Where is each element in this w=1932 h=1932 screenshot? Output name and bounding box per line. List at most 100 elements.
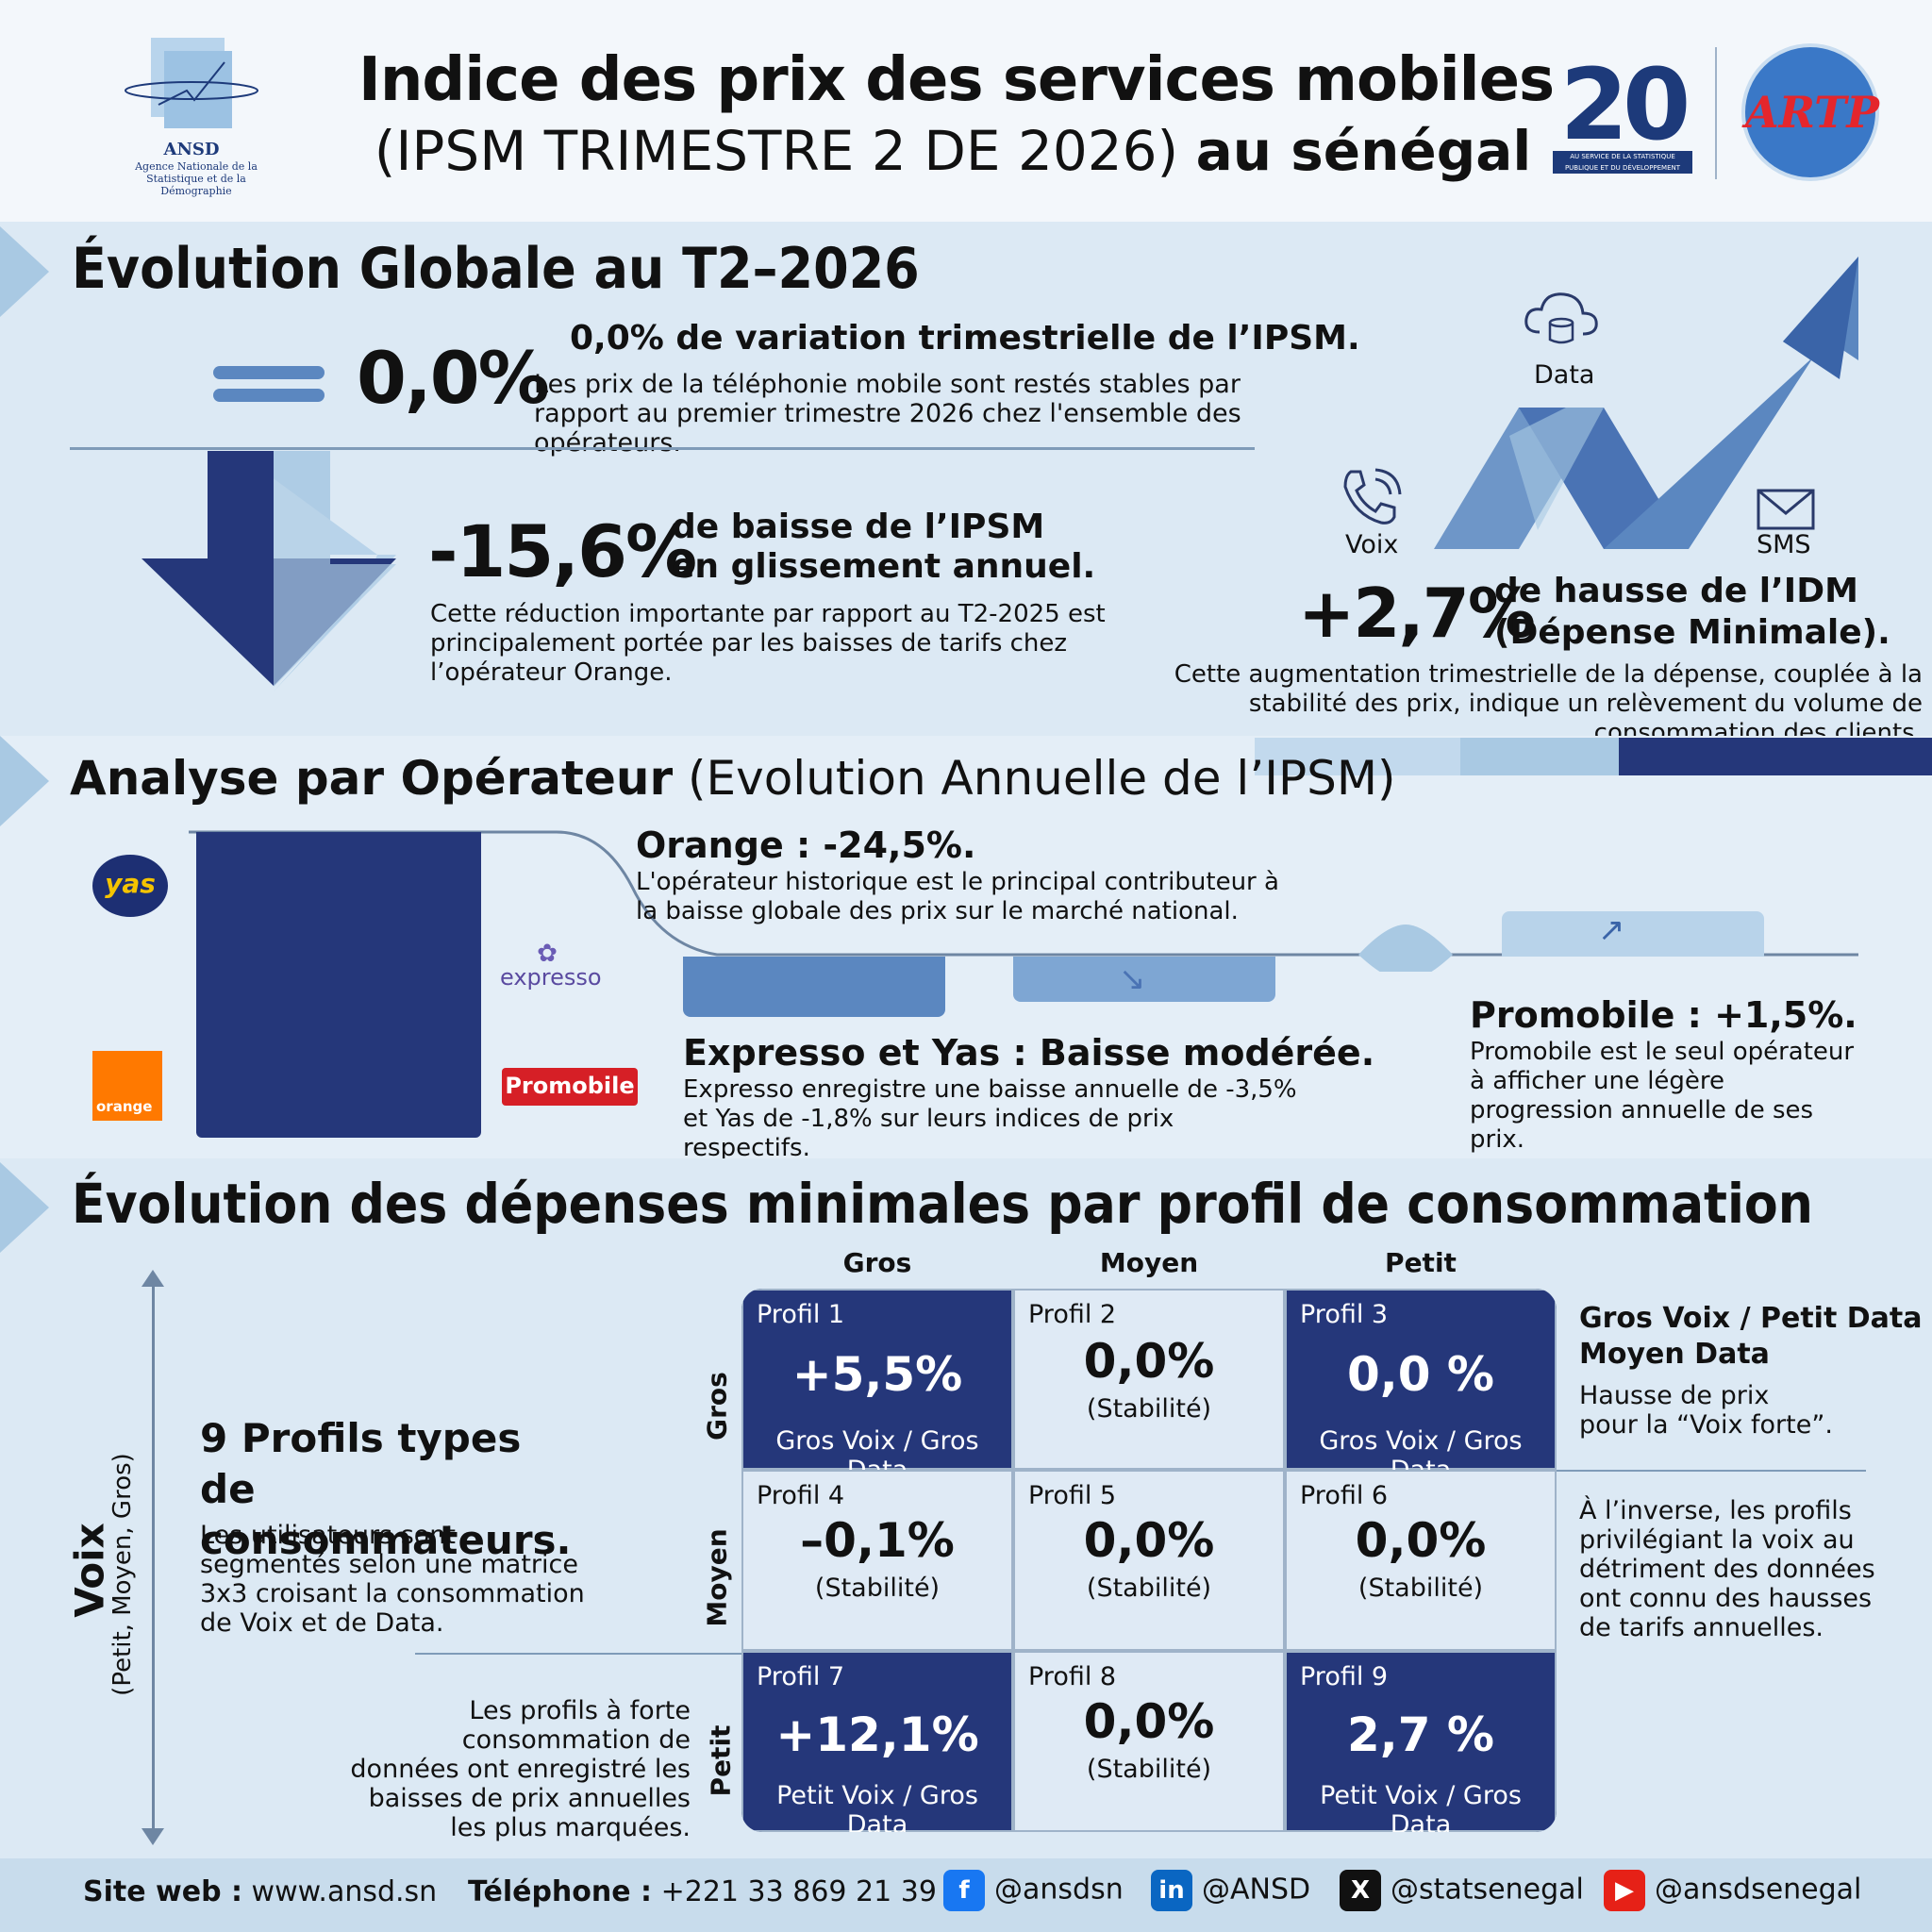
section-marker-icon [0,736,49,826]
footer-linkedin-handle: @ANSD [1202,1873,1311,1907]
voix-axis-label: Voix [66,1523,113,1618]
operators-flow-line [189,830,1858,972]
lotus-icon: ✿ [537,940,558,968]
footer-phone[interactable]: Téléphone : +221 33 869 21 39 [468,1875,937,1908]
profile-value: 0,0% [1355,1513,1487,1568]
cloud-database-icon [1524,292,1598,344]
profile-value: +12,1% [775,1707,979,1762]
section-marker-icon [0,226,49,317]
artp-logo-text: ARTP [1745,87,1879,138]
footer-youtube-handle: @ansdsenegal [1655,1873,1862,1907]
ansd-logo[interactable]: ANSD Agence Nationale de la Statistique … [121,34,262,197]
footer-phone-label: Téléphone : [468,1875,653,1908]
yas-logo-text: yas [105,868,156,899]
page-subtitle-country: au sénégal [1195,119,1532,183]
header-divider [1715,47,1717,179]
footer-facebook[interactable]: f @ansdsn [943,1870,1124,1911]
profile-cell-9[interactable]: Profil 9 2,7 % Petit Voix / Gros Data [1285,1651,1557,1832]
footer-x-handle: @statsenegal [1391,1873,1584,1907]
annual-decline-value: -15,6% [428,509,697,593]
linkedin-icon: in [1151,1870,1192,1911]
profile-label: Profil 6 [1300,1481,1389,1510]
quarterly-variation-title: 0,0% de variation trimestrielle de l’IPS… [570,319,1360,358]
equals-icon [213,366,325,379]
artp-logo[interactable]: ARTP [1741,43,1879,181]
footer-website-value: www.ansd.sn [251,1875,438,1908]
profiles-divider [415,1653,743,1655]
section-operators-heading-bold: Analyse par Opérateur [70,751,674,806]
yas-bar [1013,957,1275,1002]
orange-title: Orange : -24,5%. [636,824,976,866]
profile-label: Profil 1 [757,1300,845,1329]
profile-value: –0,1% [800,1513,955,1568]
profile-cell-3[interactable]: Profil 3 0,0 % Gros Voix / Gros Data [1285,1289,1557,1485]
profile-note: (Stabilité) [1086,1394,1212,1424]
profile-note: (Stabilité) [1086,1574,1212,1603]
expresso-logo[interactable]: ✿ expresso [500,940,602,992]
footer-phone-value: +221 33 869 21 39 [660,1875,937,1908]
footer-x[interactable]: X @statsenegal [1340,1870,1584,1911]
profile-note: (Stabilité) [814,1574,941,1603]
annual-decline-title-line2: en glissement annuel. [672,547,1096,586]
ansd-subtitle: Agence Nationale de la Statistique et de… [135,160,258,197]
expresso-yas-title: Expresso et Yas : Baisse modérée. [683,1032,1375,1074]
decline-arrow-icon: ↘ [1119,960,1146,998]
expresso-yas-text: Expresso enregistre une baisse annuelle … [683,1075,1297,1162]
footer-website-label: Site web : [83,1875,242,1908]
footer-facebook-handle: @ansdsn [994,1873,1124,1907]
facebook-icon: f [943,1870,985,1911]
profile-cell-1[interactable]: Profil 1 +5,5% Gros Voix / Gros Data [741,1289,1013,1485]
idm-increase-text: Cette augmentation trimestrielle de la d… [1174,660,1923,747]
profile-value: 0,0% [1083,1513,1215,1568]
label-sms: SMS [1757,530,1811,559]
ansd-logo-text: ANSD [163,140,220,159]
section-profiles-heading: Évolution des dépenses minimales par pro… [72,1172,1813,1236]
col-header-petit: Petit [1385,1247,1457,1278]
col-header-moyen: Moyen [1099,1247,1199,1278]
profile-note: (Stabilité) [1357,1574,1484,1603]
voix-axis-sublabel: (Petit, Moyen, Gros) [108,1453,137,1696]
down-arrow-icon [142,451,396,691]
orange-logo[interactable]: orange [92,1051,162,1121]
idm-increase-title-line2: (Dépense Minimale). [1494,613,1890,652]
profile-cell-5[interactable]: Profil 5 0,0% (Stabilité) [1013,1470,1285,1651]
section-operators-heading: Analyse par Opérateur (Evolution Annuell… [70,751,1396,806]
section2-stripe-dark [1619,738,1932,775]
profile-cell-6[interactable]: Profil 6 0,0% (Stabilité) [1285,1470,1557,1651]
col-header-gros: Gros [842,1247,912,1278]
anniversary-number: 20 [1559,47,1691,162]
profile-value: +5,5% [791,1347,963,1402]
axis-arrow-up-icon [142,1270,164,1287]
idm-increase-title-line1: de hausse de l’IDM [1494,572,1858,610]
promobile-text: Promobile est le seul opérateur à affich… [1470,1038,1855,1154]
label-voix: Voix [1345,530,1399,559]
profile-label: Profil 2 [1028,1300,1117,1329]
equals-icon-bar2 [213,389,325,402]
profiles-text: Les utilisateurs sont segmentés selon un… [200,1521,585,1638]
orange-text: L'opérateur historique est le principal … [636,868,1279,925]
expresso-logo-text: expresso [500,964,602,991]
profile-note: Petit Voix / Gros Data [776,1781,978,1832]
annual-decline-title-line1: de baisse de l’IPSM [672,508,1045,546]
profile-note: (Stabilité) [1086,1755,1212,1784]
footer-linkedin[interactable]: in @ANSD [1151,1870,1310,1911]
promobile-title: Promobile : +1,5%. [1470,994,1857,1036]
profile-cell-4[interactable]: Profil 4 –0,1% (Stabilité) [741,1470,1013,1651]
rising-arrow-graphic [1434,257,1858,549]
profile-cell-8[interactable]: Profil 8 0,0% (Stabilité) [1013,1651,1285,1832]
page-subtitle: (IPSM TRIMESTRE 2 DE 2026) au sénégal [358,119,1547,183]
yas-logo[interactable]: yas [92,855,168,917]
profile-cell-7[interactable]: Profil 7 +12,1% Petit Voix / Gros Data [741,1651,1013,1832]
quarterly-variation-value: 0,0% [357,336,550,420]
profile-cell-2[interactable]: Profil 2 0,0% (Stabilité) [1013,1289,1285,1470]
promobile-logo[interactable]: Promobile [502,1068,638,1106]
right-text-2: À l’inverse, les profils privilégiant la… [1579,1496,1875,1642]
voix-axis-line [152,1283,155,1830]
anniversary-logo[interactable]: 20 AU SERVICE DE LA STATISTIQUE PUBLIQUE… [1547,47,1698,175]
right-title-line2: Moyen Data [1579,1338,1770,1371]
footer-youtube[interactable]: ▶ @ansdsenegal [1604,1870,1861,1911]
profile-label: Profil 9 [1300,1662,1389,1691]
footer-website[interactable]: Site web : www.ansd.sn [83,1875,437,1908]
profiles-title: 9 Profils types de consommateurs. [200,1415,572,1563]
page-subtitle-period: (IPSM TRIMESTRE 2 DE 2026) [374,119,1179,183]
